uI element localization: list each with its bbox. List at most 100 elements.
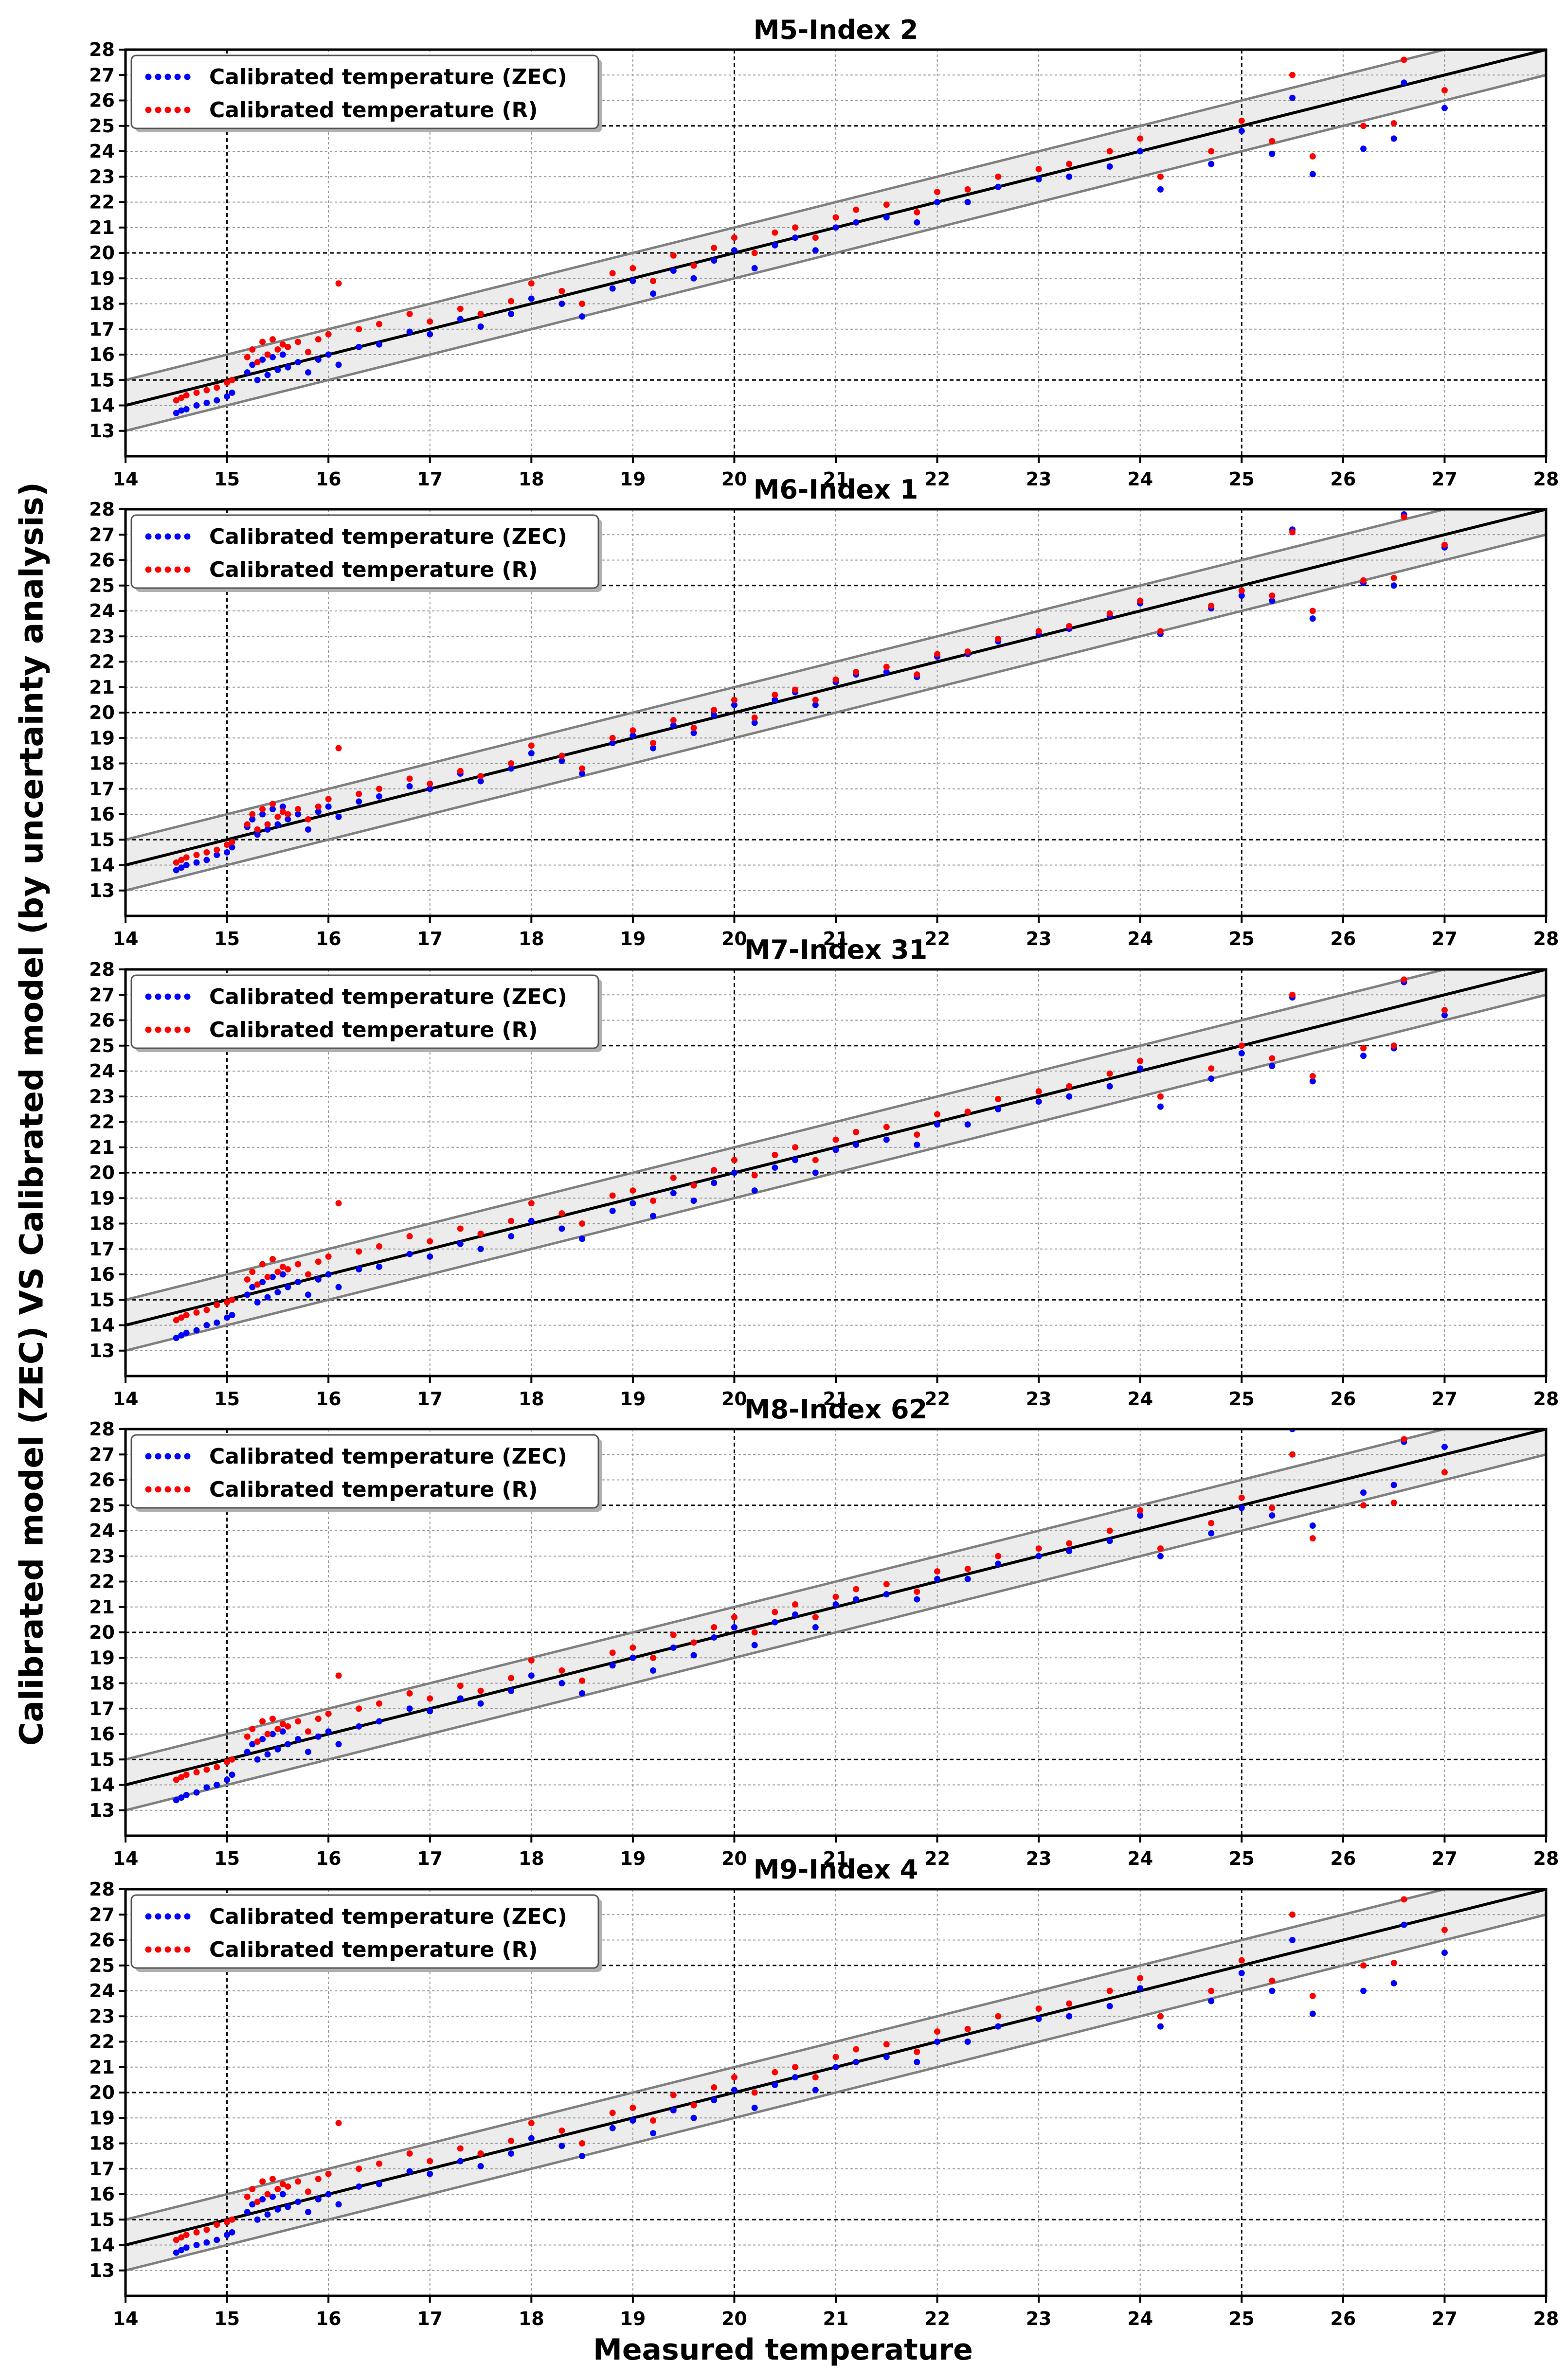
data-point bbox=[264, 821, 271, 828]
data-point bbox=[279, 341, 286, 348]
data-point bbox=[279, 2191, 286, 2198]
data-point bbox=[224, 393, 231, 400]
legend-marker bbox=[174, 1913, 181, 1920]
data-point bbox=[1360, 1502, 1367, 1509]
data-point bbox=[650, 1213, 657, 1219]
x-tick-label: 17 bbox=[417, 1848, 443, 1869]
x-tick-label: 23 bbox=[1026, 468, 1052, 490]
data-point bbox=[964, 648, 971, 655]
data-point bbox=[477, 310, 484, 317]
data-point bbox=[229, 389, 235, 396]
y-tick-label: 24 bbox=[89, 141, 115, 162]
data-point bbox=[427, 1238, 433, 1245]
x-tick-label: 15 bbox=[214, 1388, 240, 1410]
data-point bbox=[792, 234, 799, 241]
data-point bbox=[305, 816, 311, 823]
y-tick-label: 24 bbox=[89, 600, 115, 622]
x-tick-label: 18 bbox=[519, 468, 544, 490]
legend-marker bbox=[184, 1453, 191, 1460]
legend-label: Calibrated temperature (ZEC) bbox=[209, 1904, 567, 1929]
data-point bbox=[254, 376, 261, 383]
data-point bbox=[1309, 615, 1316, 622]
data-point bbox=[325, 351, 332, 358]
data-point bbox=[1035, 166, 1042, 173]
x-tick-label: 23 bbox=[1026, 1388, 1052, 1410]
data-point bbox=[427, 780, 433, 787]
data-point bbox=[1360, 123, 1367, 129]
data-point bbox=[285, 2183, 291, 2190]
data-point bbox=[229, 2229, 235, 2236]
data-point bbox=[376, 2181, 382, 2187]
y-tick-label: 15 bbox=[89, 1289, 115, 1310]
data-point bbox=[508, 298, 515, 304]
data-point bbox=[731, 1169, 738, 1176]
y-tick-label: 19 bbox=[89, 2107, 115, 2129]
data-point bbox=[274, 813, 281, 820]
data-point bbox=[1137, 1985, 1144, 1992]
data-point bbox=[406, 1233, 413, 1240]
data-point bbox=[1208, 1520, 1215, 1526]
data-point bbox=[579, 770, 586, 777]
data-point bbox=[1309, 1073, 1316, 1079]
data-point bbox=[477, 1700, 484, 1707]
y-tick-label: 20 bbox=[89, 242, 115, 264]
legend-marker bbox=[145, 1913, 152, 1920]
data-point bbox=[178, 1332, 185, 1339]
y-tick-label: 27 bbox=[89, 984, 115, 1005]
data-point bbox=[1238, 1042, 1245, 1049]
data-point bbox=[1035, 628, 1042, 635]
data-point bbox=[244, 354, 251, 360]
subplot-2: 14 15 16 17 18 19 20 21 22 23 24 25 26 27 28 13 14 15 16 17… bbox=[89, 474, 1559, 949]
data-point bbox=[1309, 608, 1316, 614]
y-tick-label: 19 bbox=[89, 268, 115, 289]
y-tick-label: 23 bbox=[89, 2005, 115, 2027]
data-point bbox=[579, 1690, 586, 1697]
data-point bbox=[285, 1723, 291, 1730]
legend-marker bbox=[164, 1026, 171, 1033]
data-point bbox=[264, 1751, 271, 1758]
x-tick-label: 28 bbox=[1533, 2308, 1559, 2329]
legend-label: Calibrated temperature (ZEC) bbox=[209, 65, 567, 89]
data-point bbox=[731, 247, 738, 254]
data-point bbox=[1137, 148, 1144, 155]
x-tick-label: 17 bbox=[417, 928, 443, 949]
data-point bbox=[508, 1687, 515, 1694]
data-point bbox=[214, 1319, 220, 1326]
data-point bbox=[1289, 1451, 1296, 1458]
data-point bbox=[528, 1217, 535, 1224]
y-tick-label: 27 bbox=[89, 1904, 115, 1925]
data-point bbox=[751, 2089, 758, 2096]
x-tick-label: 27 bbox=[1432, 1848, 1458, 1869]
data-point bbox=[1106, 1527, 1113, 1534]
data-point bbox=[406, 1705, 413, 1712]
data-point bbox=[203, 1784, 210, 1791]
data-point bbox=[528, 2120, 535, 2127]
data-point bbox=[457, 768, 464, 774]
data-point bbox=[1441, 541, 1448, 548]
data-point bbox=[1238, 127, 1245, 134]
data-point bbox=[508, 1233, 515, 1240]
data-point bbox=[203, 1306, 210, 1313]
data-point bbox=[711, 707, 718, 714]
data-point bbox=[1441, 1012, 1448, 1019]
y-tick-label: 13 bbox=[89, 880, 115, 901]
data-point bbox=[558, 287, 565, 294]
x-tick-label: 20 bbox=[721, 928, 747, 949]
x-tick-label: 24 bbox=[1127, 1388, 1153, 1410]
legend-marker bbox=[174, 1026, 181, 1033]
data-point bbox=[711, 245, 718, 251]
data-point bbox=[249, 346, 256, 353]
data-point bbox=[1441, 1469, 1448, 1476]
data-point bbox=[883, 1581, 890, 1588]
data-point bbox=[295, 806, 302, 813]
data-point bbox=[1157, 1545, 1164, 1552]
data-point bbox=[183, 1329, 190, 1336]
x-tick-label: 26 bbox=[1330, 2308, 1356, 2329]
legend-marker bbox=[155, 533, 162, 540]
legend-marker bbox=[155, 73, 162, 80]
data-point bbox=[183, 1791, 190, 1798]
data-point bbox=[609, 1662, 616, 1669]
data-point bbox=[995, 1560, 1002, 1567]
data-point bbox=[1137, 1512, 1144, 1519]
data-point bbox=[214, 1764, 220, 1771]
